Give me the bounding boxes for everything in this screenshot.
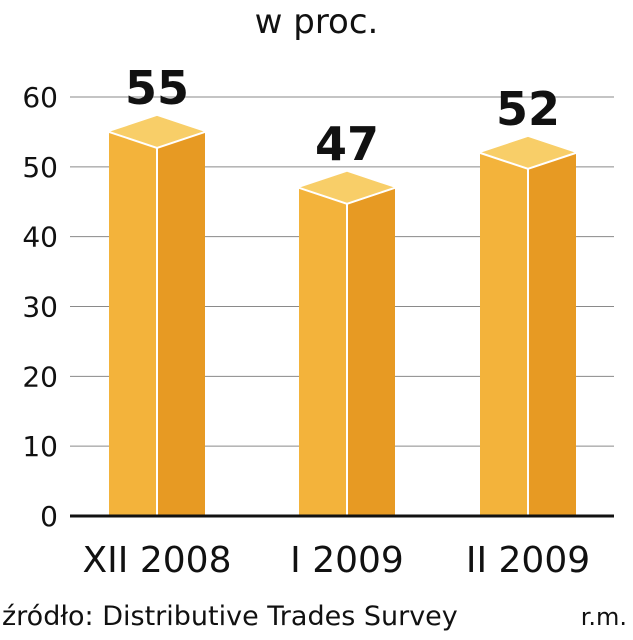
y-tick-label: 60 bbox=[22, 81, 58, 114]
data-labels: 55 47 52 bbox=[125, 61, 560, 171]
bar-face-left bbox=[109, 131, 157, 516]
chart-unit-label: w proc. bbox=[254, 2, 379, 42]
bar-face-right bbox=[157, 131, 205, 516]
bar-3 bbox=[479, 136, 577, 516]
bar-face-left bbox=[299, 187, 347, 517]
bar-1 bbox=[108, 115, 206, 516]
bar-2 bbox=[298, 171, 396, 517]
x-tick-label: II 2009 bbox=[466, 540, 590, 581]
bars bbox=[108, 115, 577, 517]
author-initials: r.m. bbox=[580, 603, 627, 631]
y-tick-label: 0 bbox=[40, 500, 58, 533]
y-tick-label: 10 bbox=[22, 430, 58, 463]
bar-face-right bbox=[347, 187, 395, 517]
y-axis-tick-labels: 0 10 20 30 40 50 60 bbox=[22, 81, 58, 533]
data-label: 52 bbox=[496, 82, 560, 136]
source-note: źródło: Distributive Trades Survey bbox=[2, 601, 458, 632]
bar-face-left bbox=[480, 152, 528, 516]
data-label: 47 bbox=[315, 117, 379, 171]
y-tick-label: 40 bbox=[22, 221, 58, 254]
x-tick-label: XII 2008 bbox=[83, 540, 232, 581]
y-tick-label: 30 bbox=[22, 291, 58, 324]
y-tick-label: 50 bbox=[22, 151, 58, 184]
y-tick-label: 20 bbox=[22, 360, 58, 393]
bar-face-right bbox=[528, 152, 576, 516]
data-label: 55 bbox=[125, 61, 189, 115]
x-tick-label: I 2009 bbox=[290, 540, 404, 581]
x-axis-tick-labels: XII 2008 I 2009 II 2009 bbox=[83, 540, 591, 581]
